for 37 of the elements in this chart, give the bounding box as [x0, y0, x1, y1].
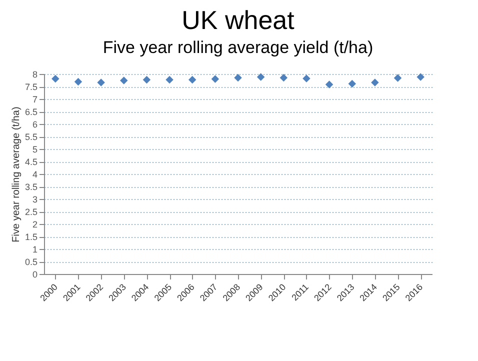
point	[52, 74, 60, 83]
y-tick-label: 1.5	[24, 232, 38, 242]
point	[211, 75, 220, 83]
y-tick-label: 6	[32, 120, 38, 130]
point	[416, 73, 424, 81]
y-tick-label: 4	[32, 170, 38, 180]
y-tick-label: 7	[32, 94, 38, 104]
point	[166, 76, 174, 84]
y-tick-label: 5	[32, 144, 38, 154]
y-tick-label: 4.5	[24, 157, 38, 167]
point	[142, 76, 151, 84]
y-tick-label: 6.5	[24, 107, 38, 117]
y-tick-label: 2.5	[24, 207, 38, 217]
y-tick-label: 8	[32, 70, 38, 80]
chart-title: UK wheat	[182, 5, 296, 35]
point	[325, 80, 334, 88]
point	[348, 80, 356, 88]
y-tick-label: 1	[32, 244, 38, 254]
y-tick-label: 2	[32, 220, 38, 230]
point	[280, 74, 288, 82]
point	[120, 76, 128, 84]
point	[394, 74, 402, 82]
y-tick-label: 3.5	[24, 182, 38, 192]
y-tick-label: 0.5	[24, 257, 38, 267]
y-axis-title: Five year rolling average (t/ha)	[10, 106, 22, 242]
point	[97, 78, 105, 86]
point	[188, 76, 196, 84]
y-tick-label: 0	[32, 270, 38, 280]
point	[74, 78, 82, 86]
point	[302, 74, 310, 82]
point	[256, 73, 265, 81]
chart-subtitle: Five year rolling average yield (t/ha)	[102, 38, 374, 57]
y-tick-label: 7.5	[24, 82, 38, 92]
y-tick-label: 5.5	[24, 132, 38, 142]
point	[234, 74, 242, 82]
y-tick-label: 3	[32, 194, 38, 204]
point	[371, 78, 379, 86]
